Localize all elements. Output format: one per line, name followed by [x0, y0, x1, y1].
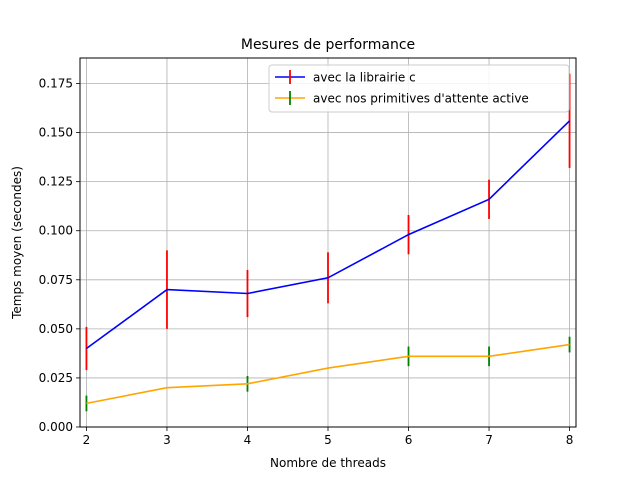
y-tick-label: 0.175 — [39, 77, 73, 91]
x-tick-label: 5 — [324, 433, 332, 447]
y-axis-label: Temps moyen (secondes) — [10, 166, 24, 320]
y-tick-label: 0.025 — [39, 371, 73, 385]
y-tick-label: 0.075 — [39, 273, 73, 287]
x-tick-label: 4 — [244, 433, 252, 447]
y-tick-label: 0.050 — [39, 322, 73, 336]
legend: avec la librairie c avec nos primitives d… — [268, 64, 570, 113]
legend-label: avec la librairie c — [313, 71, 416, 85]
y-tick-label: 0.100 — [39, 224, 73, 238]
series-lines — [85, 120, 571, 405]
y-tick-label: 0.150 — [39, 126, 73, 140]
series-line-1 — [85, 120, 571, 350]
x-axis-ticks: 2 3 4 5 6 7 8 — [83, 427, 574, 447]
y-axis-ticks: 0.000 0.025 0.050 0.075 0.100 0.125 0.150 0.175 — [39, 77, 80, 434]
x-axis-label: Nombre de threads — [270, 456, 386, 470]
x-tick-label: 8 — [566, 433, 574, 447]
x-tick-label: 2 — [83, 433, 91, 447]
x-tick-label: 7 — [485, 433, 493, 447]
y-tick-label: 0.125 — [39, 175, 73, 189]
x-tick-label: 6 — [405, 433, 413, 447]
series-line-2 — [86, 343, 570, 405]
y-tick-label: 0.000 — [39, 420, 73, 434]
chart-title: Mesures de performance — [241, 37, 415, 53]
x-tick-label: 3 — [163, 433, 171, 447]
legend-label: avec nos primitives d'attente active — [313, 92, 529, 106]
legend-box — [268, 64, 570, 113]
